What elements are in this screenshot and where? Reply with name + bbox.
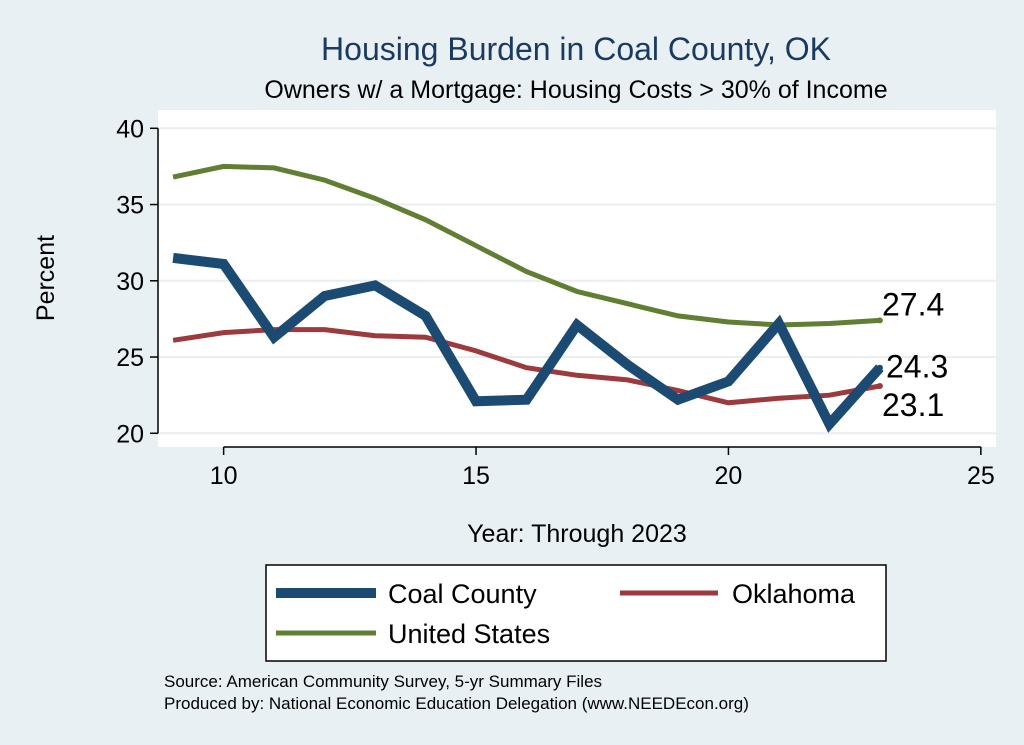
x-tick-label-10: 10	[210, 462, 238, 490]
end-point-coal-county	[876, 364, 883, 371]
gridlines	[158, 127, 996, 435]
y-axis-label: Percent	[32, 235, 60, 321]
legend-label-coal-county: Coal County	[388, 579, 537, 609]
end-point-oklahoma	[876, 383, 883, 390]
x-tick-label-25: 25	[967, 462, 995, 490]
x-tick-label-15: 15	[462, 462, 490, 490]
chart-title: Housing Burden in Coal County, OK	[321, 31, 831, 67]
x-axis-label: Year: Through 2023	[467, 520, 687, 548]
end-label-oklahoma: 23.1	[882, 387, 944, 423]
y-tick-label-30: 30	[116, 268, 144, 296]
plot-area	[158, 110, 996, 447]
y-tick-label-20: 20	[116, 420, 144, 448]
series-lines	[172, 163, 884, 433]
series-line-coal-county	[172, 252, 884, 433]
chart-subtitle: Owners w/ a Mortgage: Housing Costs > 30…	[264, 76, 887, 104]
legend-label-united-states: United States	[388, 619, 550, 649]
legend-box	[265, 564, 887, 662]
end-point-united-states	[876, 317, 883, 324]
x-tick-label-20: 20	[715, 462, 743, 490]
end-label-coal-county: 24.3	[886, 349, 948, 385]
end-label-united-states: 27.4	[882, 286, 944, 322]
y-tick-label-25: 25	[116, 344, 144, 372]
producer-note: Produced by: National Economic Education…	[164, 694, 749, 713]
legend-label-oklahoma: Oklahoma	[732, 579, 856, 609]
series-line-united-states	[172, 163, 881, 328]
axes: 20 25 30 35 40 10 15 20 25	[116, 115, 995, 490]
legend: Coal County Oklahoma United States	[265, 564, 887, 662]
end-labels: 24.323.1 27.4	[882, 286, 948, 423]
source-note: Source: American Community Survey, 5-yr …	[164, 672, 602, 691]
y-tick-label-35: 35	[116, 192, 144, 220]
y-tick-label-40: 40	[116, 115, 144, 143]
